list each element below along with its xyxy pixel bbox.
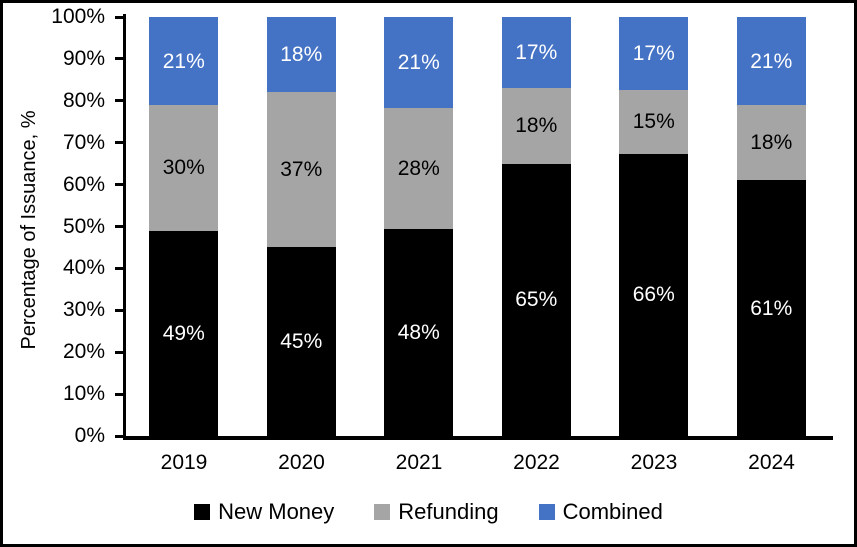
x-category-label-2019: 2019 bbox=[160, 451, 208, 474]
x-category-label-2024: 2024 bbox=[748, 451, 795, 474]
legend-label: Combined bbox=[562, 499, 663, 524]
bar-data-label: 45% bbox=[280, 330, 323, 354]
bar-segment-2021-refunding: 28% bbox=[384, 107, 454, 229]
plot-area: 21% 30% 49% 18% 37% 45% 21% 28% 48% 17% 18% 65% 17% 1… bbox=[125, 17, 830, 436]
y-tick-mark bbox=[115, 141, 124, 145]
bar-segment-2022-refunding: 18% bbox=[501, 88, 571, 164]
y-tick-mark bbox=[115, 225, 124, 228]
bar-2022: 17% 18% 65% bbox=[501, 17, 571, 436]
bar-segment-2021-new-money: 48% bbox=[384, 228, 454, 436]
legend-label: New Money bbox=[218, 499, 335, 524]
bar-data-label: 17% bbox=[515, 41, 558, 65]
x-category-label-2022: 2022 bbox=[513, 451, 560, 474]
legend-item-refunding: Refunding bbox=[374, 499, 499, 525]
y-tick-label: 50% bbox=[62, 214, 105, 238]
bar-segment-2020-combined: 18% bbox=[266, 17, 336, 93]
bar-data-label: 48% bbox=[397, 320, 440, 344]
bar-data-label: 30% bbox=[162, 156, 205, 180]
y-tick-mark bbox=[115, 99, 124, 103]
bar-data-label: 21% bbox=[750, 49, 793, 73]
y-tick-label: 20% bbox=[62, 340, 105, 364]
bar-2021: 21% 28% 48% bbox=[384, 17, 454, 436]
y-tick-label: 0% bbox=[74, 424, 105, 447]
bar-2020: 18% 37% 45% bbox=[266, 17, 336, 436]
bar-segment-2023-new-money: 66% bbox=[619, 153, 689, 436]
y-tick-label: 30% bbox=[62, 298, 105, 322]
bar-segment-2022-new-money: 65% bbox=[501, 163, 571, 436]
bar-data-label: 18% bbox=[750, 131, 793, 155]
x-category-label-2021: 2021 bbox=[395, 451, 443, 474]
bar-data-label: 49% bbox=[162, 321, 205, 345]
bar-data-label: 66% bbox=[632, 283, 675, 307]
bar-segment-2022-combined: 17% bbox=[501, 17, 571, 89]
y-tick-mark bbox=[115, 266, 124, 270]
bar-data-label: 21% bbox=[397, 50, 440, 74]
bar-segment-2019-combined: 21% bbox=[149, 17, 219, 106]
y-tick-mark bbox=[115, 308, 124, 312]
y-tick-mark bbox=[115, 57, 124, 61]
bar-2023: 17% 15% 66% bbox=[619, 17, 689, 436]
bar-segment-2024-refunding: 18% bbox=[736, 105, 806, 181]
bar-data-label: 18% bbox=[280, 43, 323, 67]
bar-data-label: 15% bbox=[632, 110, 675, 134]
legend: New Money Refunding Combined bbox=[3, 499, 854, 525]
y-tick-mark bbox=[115, 183, 124, 187]
legend-swatch-icon bbox=[538, 504, 555, 520]
y-tick-label: 70% bbox=[62, 130, 105, 154]
bar-data-label: 21% bbox=[162, 49, 205, 73]
y-tick-mark bbox=[115, 350, 124, 354]
y-tick-label: 40% bbox=[62, 256, 105, 280]
y-tick-mark bbox=[115, 392, 124, 396]
y-axis-line bbox=[123, 14, 126, 439]
bar-segment-2024-combined: 21% bbox=[736, 17, 806, 106]
y-tick-label: 60% bbox=[62, 172, 105, 196]
x-category-label-2020: 2020 bbox=[278, 451, 325, 474]
bar-segment-2021-combined: 21% bbox=[384, 17, 454, 108]
bar-segment-2020-new-money: 45% bbox=[266, 247, 336, 436]
bar-data-label: 17% bbox=[632, 41, 675, 65]
bar-segment-2019-new-money: 49% bbox=[149, 230, 219, 436]
bar-data-label: 37% bbox=[280, 158, 323, 182]
legend-label: Refunding bbox=[398, 499, 499, 524]
bar-2024: 21% 18% 61% bbox=[736, 17, 806, 436]
bar-data-label: 61% bbox=[750, 296, 793, 320]
y-tick-label: 90% bbox=[62, 46, 105, 70]
y-tick-mark bbox=[115, 15, 124, 19]
y-tick-mark bbox=[115, 434, 124, 438]
bar-data-label: 65% bbox=[515, 288, 558, 312]
bar-data-label: 18% bbox=[515, 114, 558, 138]
legend-swatch-icon bbox=[194, 504, 211, 520]
legend-swatch-icon bbox=[374, 504, 391, 520]
bar-2019: 21% 30% 49% bbox=[149, 17, 219, 436]
y-tick-label: 10% bbox=[62, 382, 105, 406]
bar-segment-2023-combined: 17% bbox=[619, 17, 689, 90]
y-tick-label: 100% bbox=[51, 5, 105, 28]
legend-item-new-money: New Money bbox=[194, 499, 334, 525]
x-category-label-2023: 2023 bbox=[630, 451, 678, 474]
x-axis-line bbox=[123, 436, 833, 440]
bar-data-label: 28% bbox=[397, 156, 440, 180]
bar-segment-2020-refunding: 37% bbox=[266, 92, 336, 248]
bar-segment-2023-refunding: 15% bbox=[619, 89, 689, 154]
bar-segment-2024-new-money: 61% bbox=[736, 180, 806, 436]
legend-item-combined: Combined bbox=[538, 499, 663, 525]
y-tick-label: 80% bbox=[62, 88, 105, 112]
bar-segment-2019-refunding: 30% bbox=[149, 105, 219, 231]
